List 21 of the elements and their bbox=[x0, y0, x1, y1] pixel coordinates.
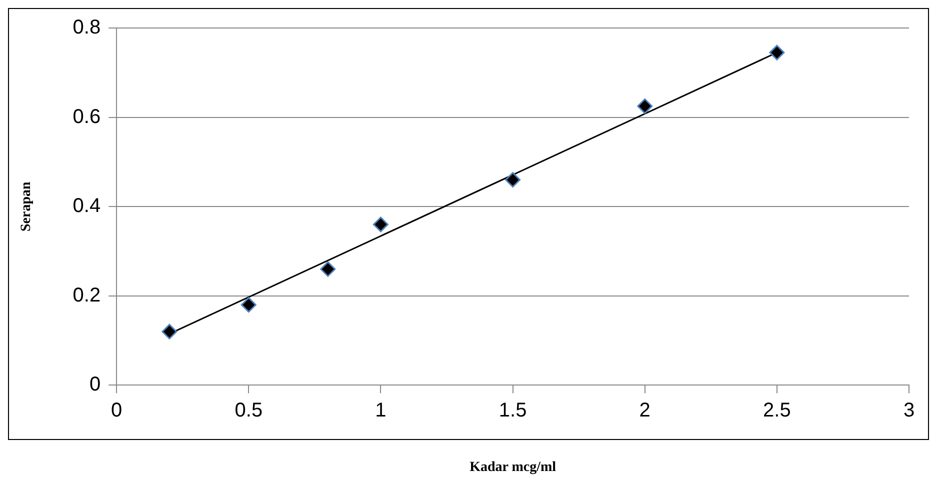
point bbox=[320, 261, 336, 277]
y-tick-label: 0.4 bbox=[72, 195, 101, 218]
x-tick-label: 2.5 bbox=[763, 400, 791, 422]
point bbox=[637, 98, 653, 114]
x-tick-label: 2 bbox=[639, 400, 650, 422]
y-tick-label: 0.2 bbox=[72, 284, 101, 306]
point bbox=[240, 297, 256, 313]
y-tick-label: 0.8 bbox=[72, 16, 101, 39]
y-axis-title: Serapan bbox=[19, 182, 34, 232]
point bbox=[162, 324, 178, 340]
point bbox=[505, 172, 521, 188]
x-axis-title: Kadar mcg/ml bbox=[470, 460, 556, 476]
x-tick-label: 1.5 bbox=[498, 400, 527, 422]
x-tick-label: 0.5 bbox=[234, 400, 263, 422]
point bbox=[769, 44, 785, 60]
y-tick-label: 0.6 bbox=[72, 106, 101, 128]
point bbox=[372, 216, 388, 232]
x-tick-label: 1 bbox=[375, 400, 386, 422]
x-tick-label: 0 bbox=[111, 400, 122, 422]
x-tick-label: 3 bbox=[903, 400, 915, 422]
y-tick-label: 0 bbox=[89, 374, 101, 396]
